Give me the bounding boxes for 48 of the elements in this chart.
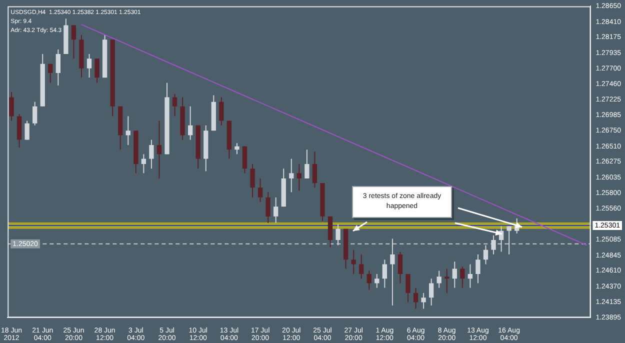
candlestick — [452, 261, 457, 288]
candlestick — [444, 268, 450, 294]
candlestick — [304, 149, 310, 179]
candlestick — [71, 24, 76, 60]
candlestick — [476, 254, 480, 284]
candlestick — [16, 114, 22, 148]
candlestick — [336, 224, 340, 246]
candlestick — [413, 287, 418, 310]
candlestick — [258, 178, 263, 203]
candlestick — [32, 101, 38, 126]
candlestick — [24, 120, 30, 140]
candlestick — [266, 192, 270, 224]
candlestick — [188, 106, 193, 140]
candlestick — [141, 154, 146, 174]
candlestick — [366, 270, 372, 290]
candlestick — [149, 139, 154, 170]
candlestick — [312, 151, 318, 188]
candlestick — [382, 259, 388, 288]
candlestick — [289, 158, 294, 193]
candlestick — [296, 164, 302, 192]
candlestick — [219, 96, 224, 126]
candlestick — [172, 93, 178, 117]
candlestick — [374, 274, 380, 288]
candlestick — [48, 63, 53, 84]
candlestick — [328, 216, 333, 248]
candlestick — [234, 142, 240, 155]
candlestick — [436, 270, 442, 288]
candlestick — [483, 244, 488, 265]
candlestick — [156, 120, 162, 179]
candlestick — [274, 196, 278, 224]
candlestick — [428, 278, 434, 306]
candlestick — [86, 54, 92, 78]
candlestick — [460, 266, 465, 288]
candlestick — [359, 254, 364, 280]
candlestick — [126, 116, 130, 146]
candlestick — [398, 251, 403, 284]
candlestick — [390, 238, 395, 306]
candlestick — [242, 146, 248, 174]
candlestick — [56, 48, 60, 86]
candlestick — [94, 58, 100, 84]
candlestick — [421, 292, 426, 310]
candlestick — [468, 264, 473, 288]
candlestick — [351, 249, 356, 275]
candlestick — [506, 226, 512, 255]
candlestick — [250, 164, 255, 198]
candlestick — [491, 234, 496, 255]
candlestick — [9, 91, 14, 122]
candlestick — [406, 274, 410, 303]
